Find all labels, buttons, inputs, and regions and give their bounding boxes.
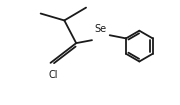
Text: Se: Se <box>95 24 107 34</box>
Text: Cl: Cl <box>49 70 58 80</box>
